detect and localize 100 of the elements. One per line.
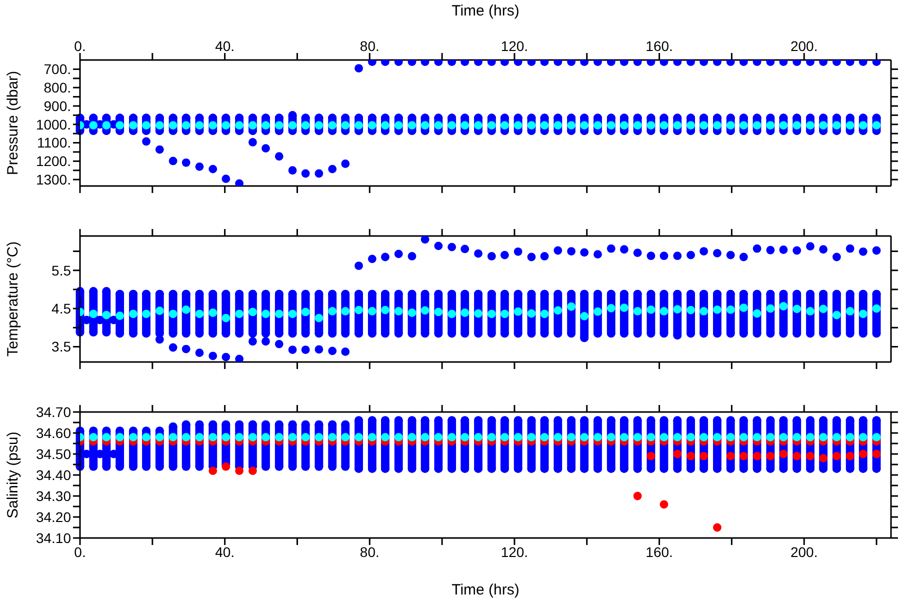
point xyxy=(328,346,337,356)
point xyxy=(606,244,616,253)
point xyxy=(354,64,363,72)
point xyxy=(381,252,390,262)
point xyxy=(673,450,682,458)
point xyxy=(168,156,178,166)
x-tick-label: 160. xyxy=(646,38,673,54)
point xyxy=(646,452,656,460)
point xyxy=(779,246,788,254)
point xyxy=(660,252,668,260)
point xyxy=(752,452,762,460)
point xyxy=(739,252,748,262)
point xyxy=(660,500,668,509)
point xyxy=(846,244,854,253)
point xyxy=(872,450,881,458)
x-tick-label: 40. xyxy=(215,544,235,560)
point xyxy=(580,248,589,257)
y-tick-label: 700. xyxy=(44,61,71,78)
point xyxy=(208,164,218,174)
point xyxy=(819,245,828,254)
point xyxy=(739,452,748,460)
point xyxy=(819,454,828,462)
x-tick-label: 120. xyxy=(500,38,528,54)
point xyxy=(460,244,470,254)
point xyxy=(846,452,854,460)
point xyxy=(222,174,230,184)
point xyxy=(235,466,244,475)
point xyxy=(301,169,310,178)
point xyxy=(195,162,204,171)
point xyxy=(354,262,363,270)
point xyxy=(208,466,218,475)
point xyxy=(248,337,257,346)
point xyxy=(487,252,496,260)
point xyxy=(858,247,868,256)
point xyxy=(726,250,735,260)
point xyxy=(806,242,814,251)
point xyxy=(262,144,270,152)
point xyxy=(368,254,376,264)
x-tick-label: 0. xyxy=(74,38,86,54)
y-tick-label: 5.5 xyxy=(52,262,72,278)
y-axis-title: Pressure (dbar) xyxy=(4,70,22,176)
point xyxy=(434,242,443,250)
point xyxy=(779,450,788,458)
point xyxy=(620,245,628,254)
x-tick-label: 160. xyxy=(646,544,673,560)
point xyxy=(806,452,814,460)
point xyxy=(168,343,178,352)
point xyxy=(394,250,403,258)
point xyxy=(673,252,682,260)
point xyxy=(832,252,841,262)
x-tick-label: 120. xyxy=(500,544,528,560)
point xyxy=(182,158,190,167)
point xyxy=(155,145,164,154)
point xyxy=(713,248,722,258)
point xyxy=(248,466,257,475)
point xyxy=(182,344,190,354)
point xyxy=(540,252,549,260)
point xyxy=(713,523,722,532)
point xyxy=(222,352,230,362)
y-tick-label: 34.20 xyxy=(36,508,72,525)
y-tick-label: 34.10 xyxy=(36,530,72,546)
y-tick-label: 1000. xyxy=(36,116,71,132)
point xyxy=(314,345,324,354)
y-tick-label: 34.60 xyxy=(36,424,72,441)
point xyxy=(500,250,509,260)
y-tick-label: 1200. xyxy=(36,153,71,170)
point xyxy=(235,354,244,362)
point xyxy=(408,252,416,260)
x-tick-label: 80. xyxy=(360,544,380,560)
point xyxy=(646,252,656,260)
point xyxy=(262,337,270,346)
point xyxy=(328,164,337,174)
point xyxy=(633,248,642,257)
point xyxy=(341,160,350,168)
y-tick-label: 34.50 xyxy=(36,446,72,462)
point xyxy=(314,169,324,178)
point xyxy=(700,452,708,460)
x-tick-label: 200. xyxy=(790,544,818,560)
x-axis-title: Time (hrs) xyxy=(452,2,520,20)
point xyxy=(686,250,695,260)
point xyxy=(474,249,482,258)
point xyxy=(514,247,522,256)
point xyxy=(594,250,602,259)
point xyxy=(700,247,708,256)
point xyxy=(527,252,536,262)
y-axis-title: Salinity (psu) xyxy=(4,432,22,518)
y-tick-label: 4.5 xyxy=(52,300,72,317)
y-tick-label: 34.70 xyxy=(36,404,72,420)
y-tick-label: 800. xyxy=(44,80,71,96)
point xyxy=(686,452,695,460)
point xyxy=(766,246,775,254)
x-axis-title: Time (hrs) xyxy=(452,582,520,598)
point xyxy=(208,352,218,360)
point xyxy=(832,452,841,460)
y-tick-label: 1300. xyxy=(36,172,71,188)
point xyxy=(341,347,350,356)
point xyxy=(248,138,257,146)
y-axis-title: Temperature (°C) xyxy=(4,241,22,357)
point xyxy=(288,166,297,175)
point xyxy=(792,452,802,460)
